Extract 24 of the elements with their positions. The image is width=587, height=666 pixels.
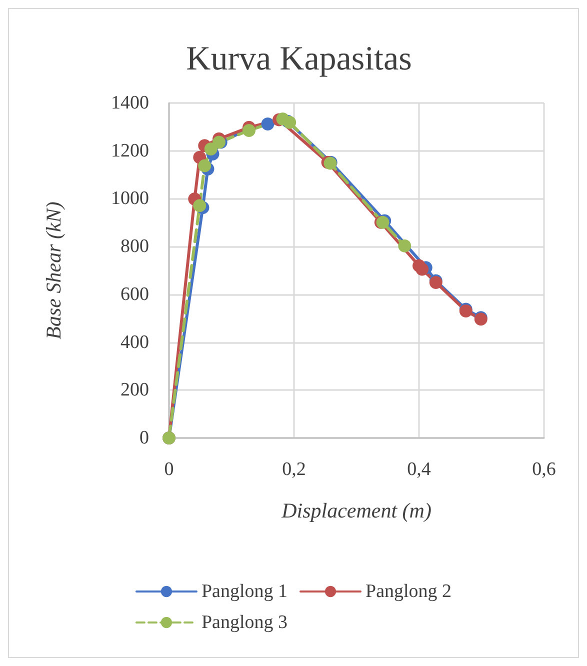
y-tick-label: 800 [120, 236, 149, 258]
y-tick-label: 0 [140, 428, 149, 448]
legend-label: Panglong 3 [201, 612, 288, 633]
y-axis-title: Base Shear (kN) [42, 202, 66, 340]
x-tick-label: 0,2 [282, 459, 306, 480]
x-tick-label: 0 [164, 459, 174, 480]
x-tick-label: 0,6 [532, 459, 556, 480]
y-tick-label: 400 [120, 332, 149, 353]
x-axis-title: Displacement (m) [280, 498, 432, 522]
legend-label: Panglong 2 [366, 581, 452, 602]
point [398, 239, 412, 252]
point [261, 118, 274, 131]
point [193, 199, 206, 212]
y-tick-label: 1000 [111, 188, 149, 210]
legend-label: Panglong 1 [201, 581, 288, 602]
y-tick-label: 1200 [111, 140, 149, 162]
y-tick-label: 600 [120, 284, 149, 305]
point [198, 159, 212, 172]
y-tick-label: 1400 [111, 92, 149, 114]
chart-title: Kurva Kapasitas [186, 40, 412, 78]
x-tick-label: 0,4 [407, 459, 432, 480]
point [416, 262, 429, 276]
y-tick-label: 200 [120, 380, 149, 401]
point [204, 142, 218, 156]
